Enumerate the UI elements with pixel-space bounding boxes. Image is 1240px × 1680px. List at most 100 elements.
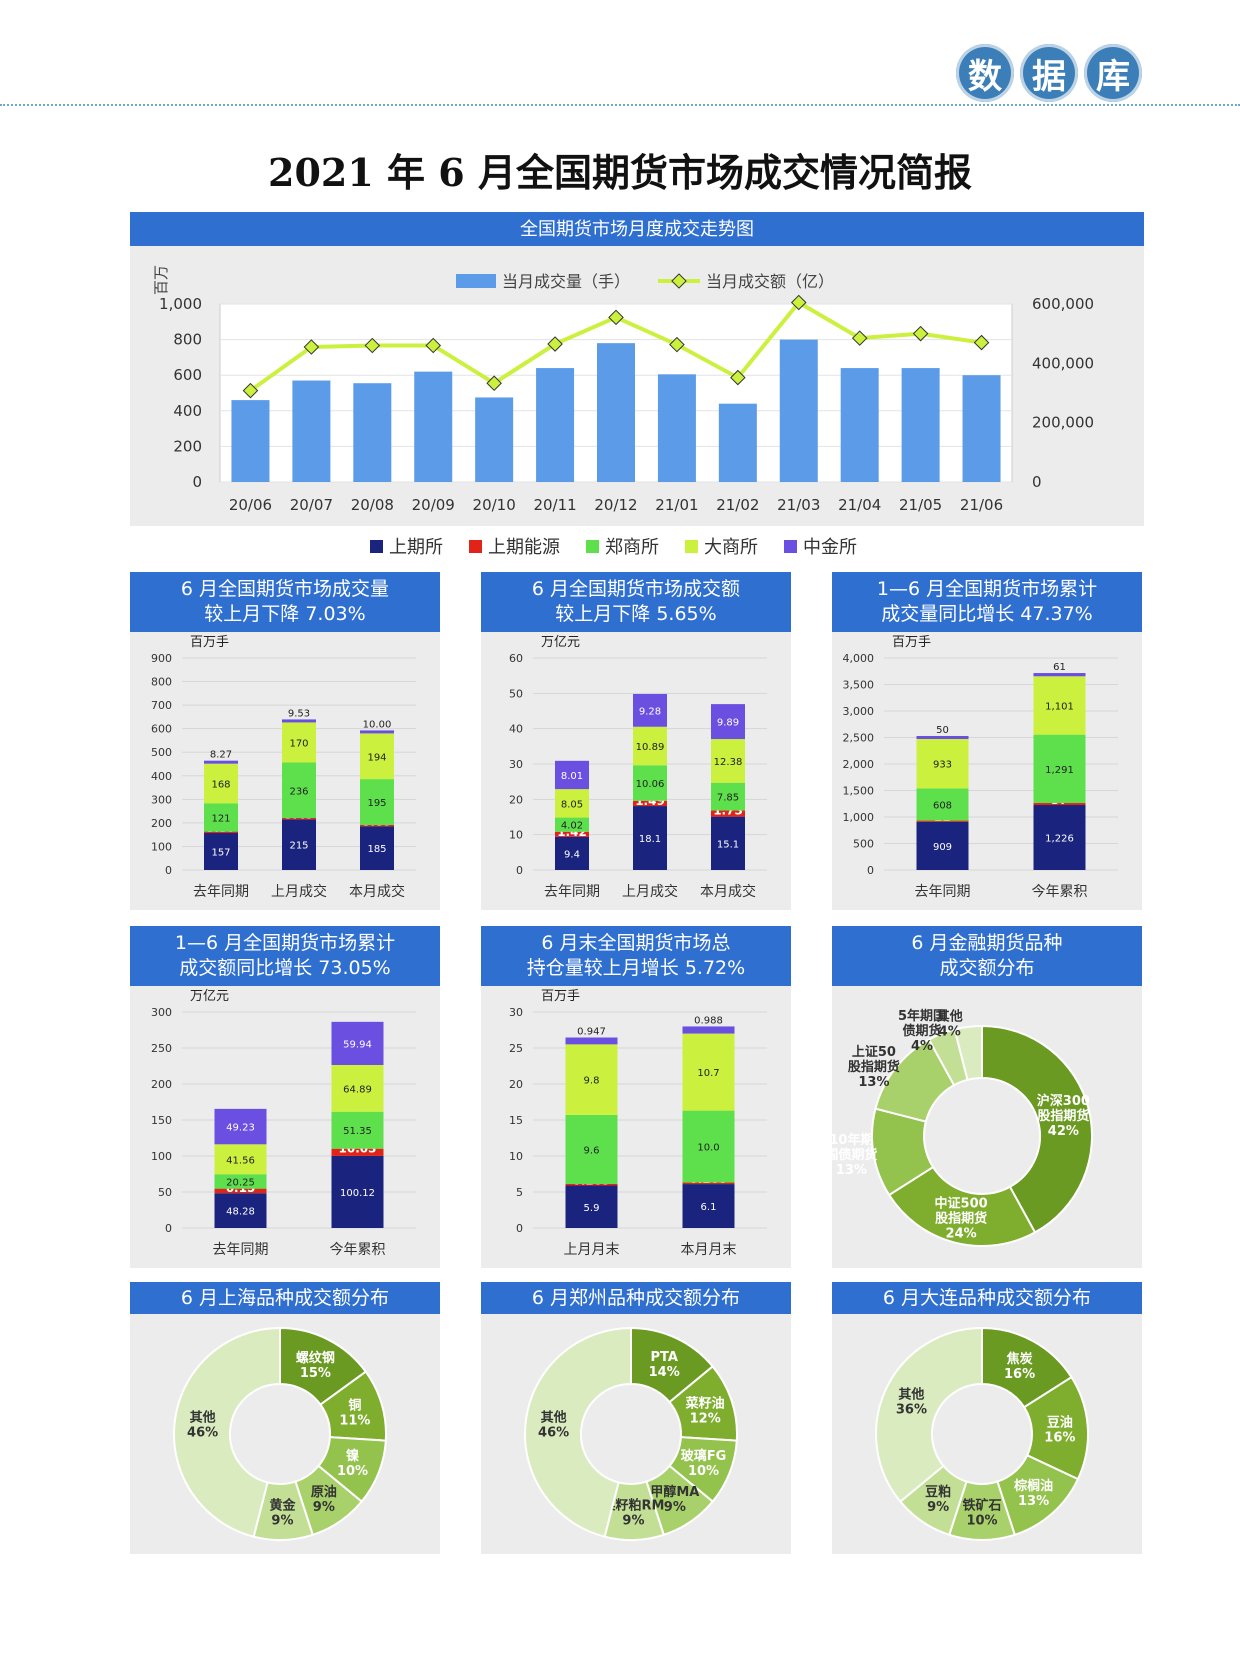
slice-label: 股指期货	[1037, 1108, 1089, 1124]
volume-bar	[718, 403, 757, 482]
y-axis-tick: 5	[516, 1186, 523, 1199]
section-badges: 数 据 库	[956, 44, 1142, 102]
y-axis-tick: 15	[509, 1114, 523, 1127]
stack-segment	[360, 733, 394, 780]
x-axis-tick: 上月月末	[564, 1242, 620, 1258]
x-axis-tick: 本月成交	[700, 883, 756, 900]
data-label: 9.89	[717, 718, 739, 729]
left-axis-tick: 200	[173, 437, 202, 455]
data-label: 5.9	[584, 1203, 600, 1214]
panel-title: 6 月全国期货市场成交量	[180, 578, 390, 600]
data-label: 20.25	[226, 1178, 255, 1189]
stack-segment	[711, 816, 745, 870]
data-label: 9.6	[584, 1145, 600, 1156]
y-axis-tick: 0	[867, 864, 874, 877]
stack-segment	[282, 719, 316, 723]
slice-label: 其他	[937, 1008, 963, 1024]
trend-chart-panel: 全国期货市场月度成交走势图 0 200 400 600 800 1,000 0 200,000…	[130, 212, 1144, 526]
panel-title: 6 月末全国期货市场总	[541, 932, 731, 954]
data-label: 10.00	[363, 719, 392, 730]
slice-percent: 4%	[911, 1039, 933, 1054]
x-axis-tick: 20/10	[473, 496, 516, 514]
y-axis-tick: 60	[509, 652, 523, 665]
y-axis-tick: 700	[151, 699, 172, 712]
y-axis-tick: 200	[151, 817, 172, 830]
volume-ytd-panel: 1—6 月全国期货市场累计 成交量同比增长 47.37% 0 500 1,000 1,5…	[832, 572, 1142, 910]
slice-percent: 12%	[690, 1411, 721, 1426]
slice-label: 豆油	[1047, 1415, 1073, 1431]
data-label: 1,101	[1045, 701, 1074, 712]
legend-line-label: 当月成交额（亿）	[706, 272, 834, 291]
donut-slice	[953, 1024, 983, 1082]
panel-title: 1—6 月全国期货市场累计	[876, 578, 1098, 600]
slice-percent: 14%	[649, 1365, 680, 1380]
y-axis-tick: 0	[165, 864, 172, 877]
left-axis-tick: 1,000	[159, 295, 202, 313]
badge-char-1: 数	[956, 44, 1014, 102]
stack-segment	[633, 693, 667, 727]
x-axis-tick: 上月成交	[622, 883, 678, 900]
slice-label: 其他	[898, 1386, 924, 1402]
left-axis-tick: 0	[192, 473, 202, 491]
slice-label: 铜	[347, 1398, 361, 1414]
y-axis-tick: 4,000	[843, 652, 875, 665]
x-axis-tick: 20/09	[412, 496, 455, 514]
volume-bar	[962, 375, 1001, 482]
panel-title: 6 月上海品种成交额分布	[180, 1286, 390, 1309]
data-label: 8.27	[210, 750, 232, 761]
x-axis-tick: 20/07	[290, 496, 333, 514]
y-axis-tick: 30	[509, 758, 523, 771]
volume-bar	[414, 371, 453, 482]
slice-percent: 9%	[927, 1500, 949, 1515]
turnover-marker	[851, 330, 868, 346]
volume-bar	[292, 380, 331, 482]
y-axis-tick: 800	[151, 676, 172, 689]
data-label: 608	[933, 801, 952, 812]
x-axis-tick: 21/04	[838, 496, 881, 514]
slice-label: 10年期	[832, 1132, 873, 1148]
stack-segment	[214, 1174, 267, 1189]
turnover-marker	[912, 325, 929, 342]
stack-segment	[565, 1044, 618, 1115]
slice-percent: 9%	[313, 1500, 335, 1515]
stack-segment	[204, 763, 238, 804]
volume-bar	[901, 368, 940, 482]
stack-segment	[1033, 805, 1086, 870]
slice-percent: 42%	[1048, 1124, 1079, 1139]
stack-segment	[916, 821, 969, 870]
stack-segment	[204, 833, 238, 870]
donut-slice	[524, 1326, 632, 1538]
x-axis-tick: 21/03	[777, 496, 820, 514]
y-axis-tick: 0	[516, 1222, 523, 1235]
y-axis-tick: 50	[509, 687, 523, 700]
x-axis-tick: 去年同期	[915, 884, 971, 900]
data-label: 48.28	[226, 1207, 255, 1218]
x-axis-tick: 20/11	[533, 496, 576, 514]
data-label: 18.1	[639, 834, 661, 845]
stack-segment	[555, 789, 589, 818]
data-label: 215	[289, 841, 308, 852]
y-axis-tick: 10	[509, 829, 523, 842]
legend-item-ine: 上期能源	[469, 533, 560, 559]
dalian-panel: 6 月大连品种成交额分布 焦炭 16% 豆油 16% 棕榈油 13% 铁矿石 10% 豆粕 9% 其…	[832, 1282, 1142, 1554]
legend-item-shfe: 上期所	[370, 533, 443, 559]
data-label: 9.4	[564, 849, 580, 860]
legend-label: 上期能源	[488, 537, 560, 558]
stack-segment	[682, 1033, 735, 1111]
slice-percent: 36%	[896, 1402, 927, 1417]
data-label: 8.05	[561, 799, 583, 810]
slice-label: 黄金	[269, 1497, 296, 1513]
stack-segment	[360, 779, 394, 826]
legend-swatch	[586, 539, 599, 553]
y-axis-tick: 50	[158, 1186, 172, 1199]
stack-segment	[214, 1144, 267, 1175]
volume-month-panel: 6 月全国期货市场成交量 较上月下降 7.03% 0 100 200 300 400 500…	[130, 572, 440, 910]
data-label: 51.35	[343, 1126, 372, 1137]
volume-bar	[657, 374, 696, 482]
panel-subtitle: 成交额分布	[939, 957, 1035, 979]
stack-segment	[633, 765, 667, 801]
turnover-marker	[547, 336, 563, 352]
x-axis-tick: 21/05	[899, 496, 942, 514]
